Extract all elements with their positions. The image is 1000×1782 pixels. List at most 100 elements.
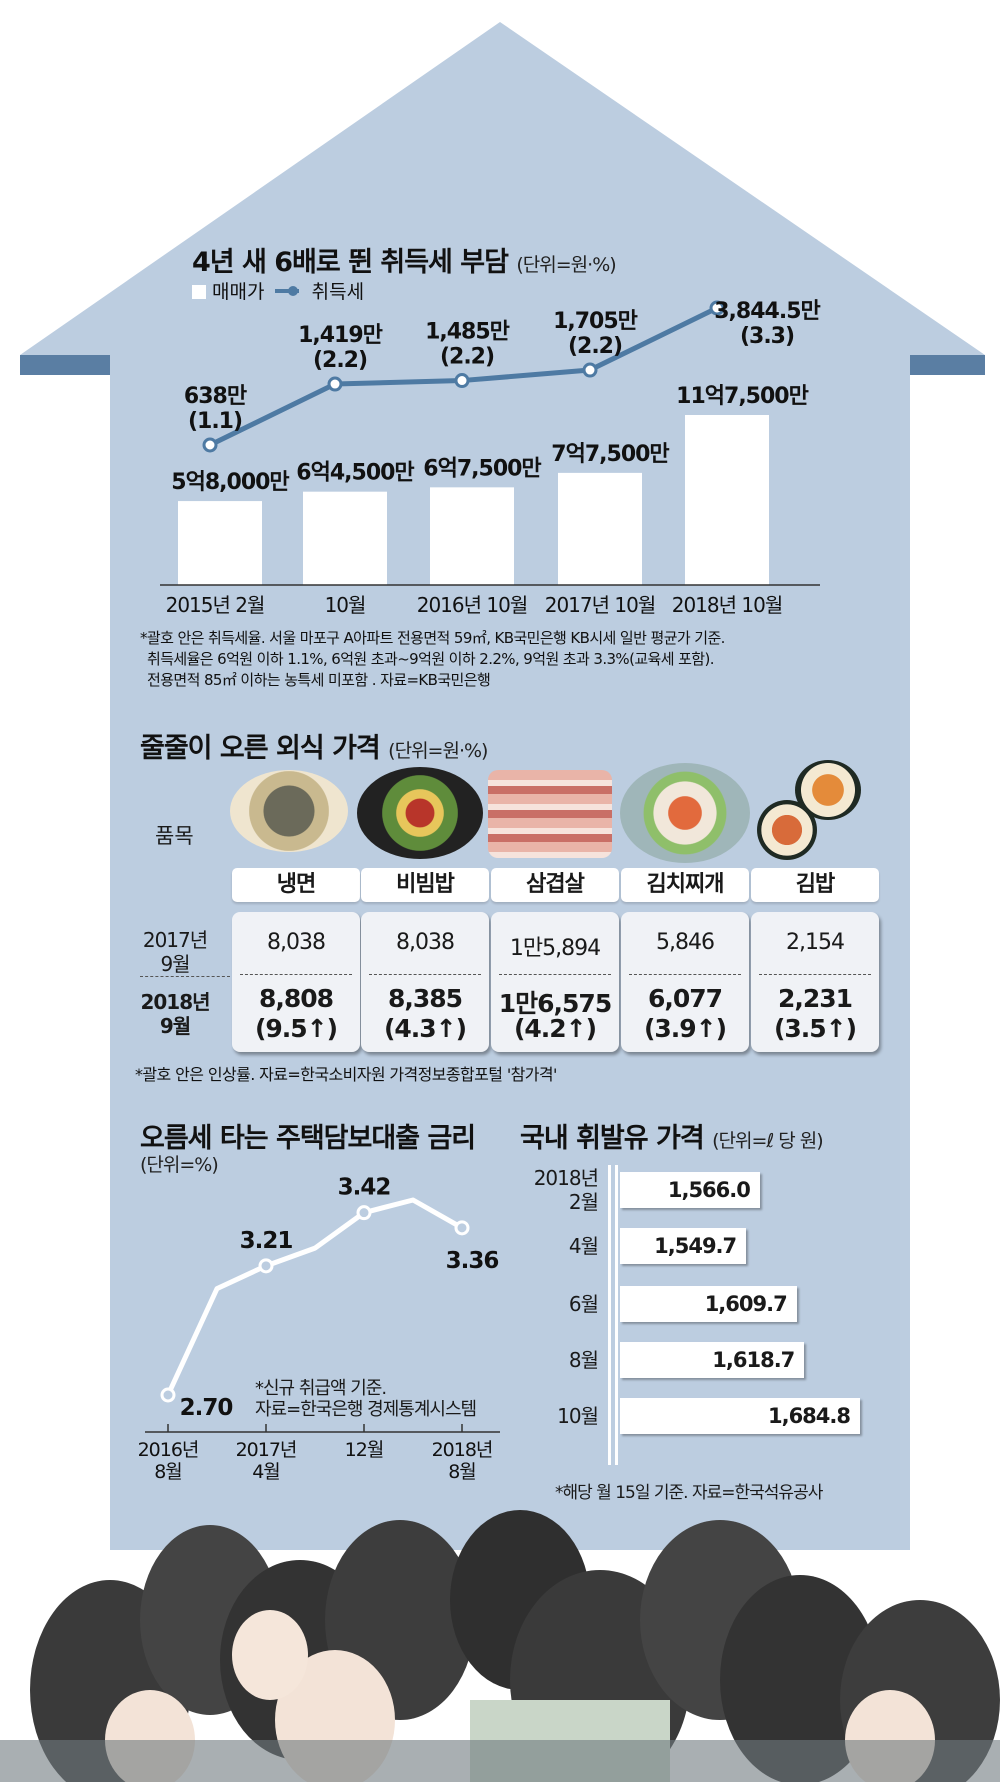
chart1-x-tick: 2017년 10월	[545, 593, 656, 617]
rate-point	[160, 1387, 176, 1403]
price-rate: (4.3↑)	[383, 1014, 467, 1043]
legend-line-swatch	[274, 289, 299, 293]
oil-category: 2018년 2월	[533, 1166, 599, 1214]
rate-line	[165, 1197, 464, 1397]
price-bar	[685, 415, 769, 585]
tax-rate-label: (2.2)	[313, 348, 367, 373]
price-bar-label: 6억7,500만	[423, 456, 541, 481]
tax-point	[582, 362, 598, 378]
chart1-note-2: 취득세율은 6억원 이하 1.1%, 6억원 초과~9억원 이하 2.2%, 9…	[147, 650, 715, 668]
house-eave-right	[910, 355, 985, 375]
chart1-x-tick: 10월	[325, 593, 366, 617]
rate-label: 3.21	[240, 1228, 293, 1254]
food-name: 김밥	[751, 868, 879, 902]
price-bar-label: 7억7,500만	[551, 442, 669, 467]
food-name: 냉면	[232, 868, 360, 902]
price-2017: 8,038	[396, 930, 455, 955]
price-bar	[303, 491, 387, 585]
row-label-2017: 2017년 9월	[142, 928, 208, 976]
tax-label: 1,705만	[553, 309, 638, 334]
oil-bar: 1,549.7	[620, 1228, 747, 1264]
tax-rate-label: (2.2)	[440, 345, 494, 370]
price-box: 8,038 8,385 (4.3↑)	[361, 912, 489, 1052]
price-2018: 2,231	[777, 984, 853, 1013]
chart4-note: *해당 월 15일 기준. 자료=한국석유공사	[555, 1483, 823, 1503]
chart3-x-tick: 2016년	[138, 1439, 199, 1461]
tax-point	[709, 300, 725, 316]
legend-bar-swatch	[192, 285, 206, 299]
naengmyeon-image	[230, 770, 348, 852]
oil-bar: 1,618.7	[620, 1342, 805, 1378]
food-name: 김치찌개	[621, 868, 749, 902]
tax-rate-label: (3.3)	[740, 324, 794, 349]
crowd-illustration	[0, 1510, 1000, 1782]
legend-line-label: 취득세	[311, 281, 365, 303]
kimchi-jjigae-image	[620, 763, 750, 863]
row-divider	[140, 976, 230, 977]
chart4-title: 국내 휘발유 가격 (단위=ℓ 당 원)	[520, 1123, 824, 1154]
price-2017: 8,038	[267, 930, 326, 955]
chart4-unit: (단위=ℓ 당 원)	[712, 1130, 824, 1152]
chart1-plot: 5억8,000만 6억4,500만 6억7,500만 7억7,500만 11억7,500…	[160, 299, 822, 617]
tax-point	[202, 437, 218, 453]
tax-point	[454, 373, 470, 389]
price-bar	[430, 487, 514, 585]
price-rate: (4.2↑)	[513, 1014, 597, 1043]
price-rate: (3.5↑)	[773, 1014, 857, 1043]
oil-axis	[608, 1165, 611, 1465]
rate-point	[454, 1220, 470, 1236]
price-bar	[178, 501, 262, 585]
price-divider	[369, 974, 481, 975]
chart1-note-1: *괄호 안은 취득세율. 서울 마포구 A아파트 전용면적 59㎡, KB국민은…	[140, 629, 725, 647]
chart3-x-tick: 4월	[252, 1461, 280, 1483]
chart3-notes: *신규 취급액 기준. 자료=한국은행 경제통계시스템	[255, 1378, 477, 1420]
price-2018: 8,808	[258, 984, 334, 1013]
price-rate: (9.5↑)	[254, 1014, 338, 1043]
tax-label: 638만	[184, 384, 247, 409]
oil-axis-2	[615, 1165, 618, 1465]
oil-bar: 1,566.0	[620, 1172, 760, 1208]
price-bar-label: 11억7,500만	[676, 384, 808, 409]
price-divider	[240, 974, 352, 975]
food-name: 비빔밥	[361, 868, 489, 902]
oil-bar: 1,609.7	[620, 1286, 797, 1322]
price-2017: 5,846	[656, 930, 715, 955]
tax-label: 3,844.5만	[714, 299, 820, 324]
chart3-x-tick: 2017년	[236, 1439, 297, 1461]
tax-point	[327, 376, 343, 392]
chart1-unit: (단위=원·%)	[516, 254, 616, 276]
tax-rate-label: (1.1)	[188, 409, 242, 434]
chart1-title: 4년 새 6배로 뛴 취득세 부담 (단위=원·%)	[192, 247, 617, 278]
item-header: 품목	[155, 824, 194, 848]
price-divider	[499, 974, 611, 975]
rate-point	[258, 1258, 274, 1274]
chart2-unit: (단위=원·%)	[388, 740, 488, 762]
oil-category: 8월	[568, 1348, 599, 1372]
price-2018: 1만6,575	[498, 989, 612, 1018]
chart1-notes: *괄호 안은 취득세율. 서울 마포구 A아파트 전용면적 59㎡, KB국민은…	[140, 628, 725, 691]
oil-category: 10월	[557, 1404, 599, 1428]
price-box: 8,038 8,808 (9.5↑)	[232, 912, 360, 1052]
rate-label: 3.36	[446, 1248, 499, 1274]
chart3-x-tick: 8월	[154, 1461, 182, 1483]
chart1-x-tick: 2015년 2월	[166, 593, 265, 617]
price-box: 5,846 6,077 (3.9↑)	[621, 912, 749, 1052]
rate-label: 2.70	[180, 1395, 233, 1421]
food-name: 삼겹살	[491, 868, 619, 902]
price-box: 1만5,894 1만6,575 (4.2↑)	[491, 912, 619, 1052]
chart3-title: 오름세 타는 주택담보대출 금리	[140, 1123, 476, 1154]
chart1-x-tick: 2018년 10월	[672, 593, 783, 617]
tax-label: 1,419만	[298, 323, 383, 348]
price-divider	[629, 974, 741, 975]
rate-point	[356, 1205, 372, 1221]
row-label-2018: 2018년 9월	[140, 990, 210, 1038]
tax-rate-label: (2.2)	[568, 334, 622, 359]
price-2018: 8,385	[387, 984, 463, 1013]
price-bar	[558, 472, 642, 585]
price-2018: 6,077	[647, 984, 723, 1013]
chart3-unit: (단위=%)	[140, 1154, 219, 1176]
house-eave-left	[20, 355, 110, 375]
chart1-note-3: 전용면적 85㎡ 이하는 농특세 미포함 . 자료=KB국민은행	[147, 671, 491, 689]
tax-label: 1,485만	[425, 320, 510, 345]
